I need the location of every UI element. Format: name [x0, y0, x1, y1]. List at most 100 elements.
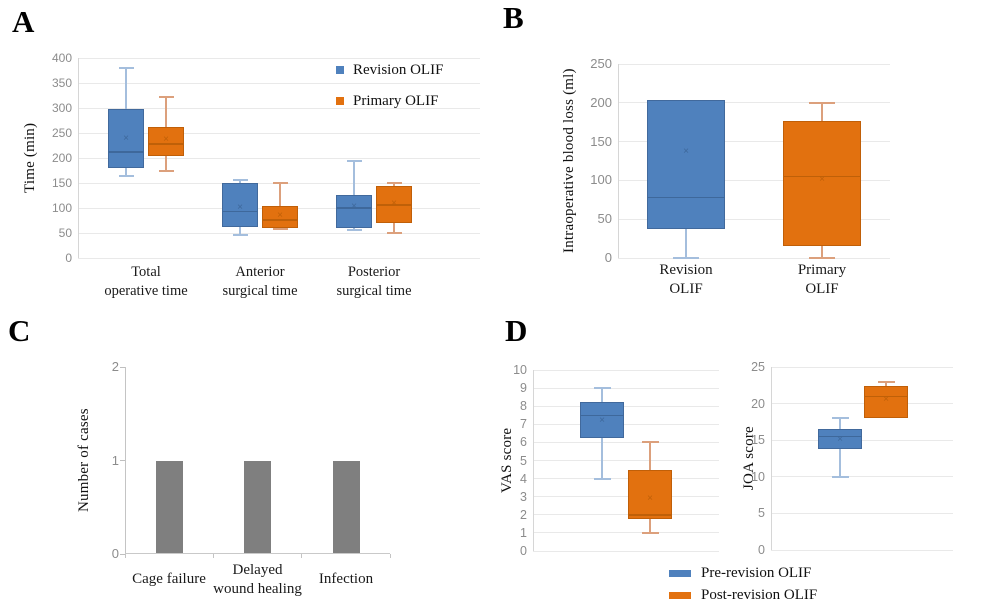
y-tick-label: 6	[520, 435, 527, 450]
lower-whisker-cap	[158, 170, 174, 172]
y-tick-mark	[120, 366, 125, 368]
bar	[244, 460, 271, 553]
mean-marker: ×	[647, 493, 653, 505]
gridline	[78, 232, 480, 234]
y-tick-label: 100	[51, 201, 72, 215]
category-label: Delayed wound healing	[213, 561, 302, 597]
gridline	[533, 496, 719, 498]
upper-whisker-cap	[232, 179, 248, 181]
y-tick-label: 15	[751, 433, 765, 448]
lower-whisker-line	[393, 222, 395, 233]
gridline	[533, 387, 719, 389]
y-tick-label: 9	[520, 381, 527, 396]
lower-whisker-cap	[593, 477, 611, 480]
category-label: Revision OLIF	[659, 261, 713, 297]
mean-marker: ×	[237, 201, 243, 213]
y-tick-label: 10	[751, 469, 765, 484]
lower-whisker-line	[649, 519, 651, 533]
legend-item-post-revision: Post-revision OLIF	[669, 587, 817, 604]
box	[222, 183, 258, 227]
mean-marker: ×	[277, 209, 283, 221]
upper-whisker-cap	[118, 67, 134, 69]
mean-marker: ×	[683, 145, 689, 157]
lower-whisker-line	[601, 437, 603, 479]
median-line	[783, 175, 861, 178]
lower-whisker-cap	[118, 174, 134, 177]
gridline	[533, 478, 719, 480]
panel-letter-a: A	[12, 4, 35, 39]
upper-whisker-line	[353, 160, 355, 195]
x-tick-mark	[389, 554, 391, 558]
gridline	[618, 257, 890, 259]
panel-letter-b: B	[503, 0, 524, 35]
category-label: Anterior surgical time	[222, 264, 298, 299]
gridline	[771, 512, 953, 514]
mean-marker: ×	[351, 200, 357, 212]
panel-letter-c: C	[8, 313, 31, 348]
legend-swatch-pre-revision	[669, 570, 691, 577]
legend-label-pre-revision: Pre-revision OLIF	[701, 565, 812, 581]
y-tick-label: 25	[751, 360, 765, 374]
y-axis-line	[125, 367, 126, 554]
upper-whisker-line	[839, 418, 841, 430]
gridline	[771, 549, 953, 551]
box	[108, 109, 144, 168]
legend-item-revision-olif: Revision OLIF	[336, 60, 443, 80]
y-tick-label: 400	[51, 51, 72, 65]
lower-whisker-line	[685, 228, 687, 258]
median-line	[628, 514, 672, 516]
upper-whisker-cap	[809, 101, 835, 104]
gridline	[771, 403, 953, 405]
gridline	[78, 82, 480, 84]
legend-swatch-primary-olif	[336, 97, 344, 105]
upper-whisker-line	[821, 102, 823, 121]
y-tick-label: 1	[111, 452, 119, 468]
complications-bar-chart: 0 1 2 Cage failure Delayed wound healing Infe…	[112, 359, 391, 597]
gridline	[771, 476, 953, 478]
joa-score-boxplot: 0 5 10 15 20 25 × ×	[751, 360, 953, 557]
upper-whisker-cap	[593, 387, 611, 390]
y-tick-label: 250	[51, 126, 72, 140]
y-tick-label: 20	[751, 396, 765, 411]
box	[262, 206, 298, 228]
mean-marker: ×	[837, 434, 843, 446]
y-tick-label: 50	[597, 211, 612, 227]
mean-marker: ×	[391, 198, 397, 209]
y-tick-label: 5	[758, 506, 765, 521]
upper-whisker-line	[165, 97, 167, 127]
gridline	[771, 439, 953, 441]
lower-whisker-cap	[673, 257, 699, 259]
gridline	[533, 423, 719, 425]
lower-whisker-line	[821, 246, 823, 258]
y-tick-label: 300	[51, 101, 72, 115]
lower-whisker-cap	[386, 231, 402, 234]
legend-item-pre-revision: Pre-revision OLIF	[669, 565, 817, 582]
category-label: Cage failure	[132, 571, 206, 588]
lower-whisker-line	[125, 168, 127, 176]
lower-whisker-cap	[809, 257, 835, 259]
lower-whisker-cap	[346, 229, 362, 231]
blood-loss-boxplot: 0 50 100 150 200 250 × × Revision OLIF Primary OL…	[590, 56, 890, 297]
median-line	[148, 143, 184, 145]
median-line	[336, 207, 372, 209]
panel-c: C Number of cases 0 1 2 Cage failure Delayed…	[0, 305, 493, 609]
lower-whisker-line	[353, 227, 355, 230]
legend-item-primary-olif: Primary OLIF	[336, 91, 443, 111]
legend-label-primary-olif: Primary OLIF	[353, 92, 439, 109]
median-line	[580, 414, 624, 416]
upper-whisker-cap	[641, 441, 659, 444]
y-axis-title-blood-loss: Intraoperative blood loss (ml)	[561, 68, 577, 254]
y-tick-label: 350	[51, 76, 72, 90]
gridline	[618, 141, 890, 143]
panel-b: B Intraoperative blood loss (ml) 0 50 100 1…	[493, 0, 986, 305]
y-axis-line	[533, 370, 534, 551]
lower-whisker-line	[839, 449, 841, 477]
x-tick-mark	[212, 554, 214, 558]
box	[628, 469, 672, 520]
y-tick-label: 0	[758, 543, 765, 557]
lower-whisker-cap	[641, 531, 659, 534]
upper-whisker-line	[601, 388, 603, 402]
box	[864, 386, 908, 419]
legend-label-post-revision: Post-revision OLIF	[701, 587, 818, 603]
